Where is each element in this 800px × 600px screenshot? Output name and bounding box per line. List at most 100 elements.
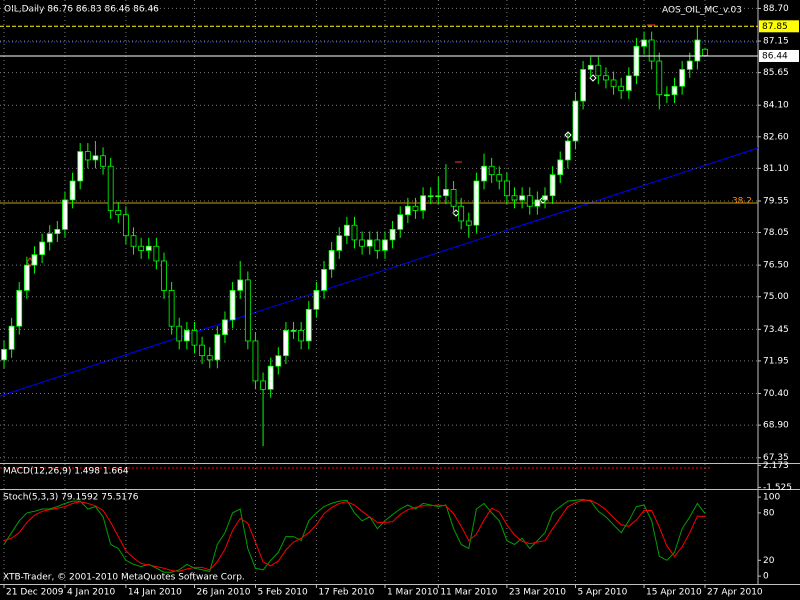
candle-body — [625, 75, 632, 91]
candle-body — [313, 290, 320, 310]
candle-body — [481, 165, 487, 182]
candle-body — [199, 344, 206, 357]
candle-body — [328, 250, 335, 270]
candle-body — [252, 340, 259, 382]
y-tick-label: 75.00 — [763, 292, 789, 302]
candle-body — [534, 199, 541, 207]
candle-body — [305, 308, 312, 342]
candle-body — [191, 330, 198, 346]
candle-body — [488, 165, 495, 176]
y-tick-label: 78.05 — [763, 228, 789, 238]
candle-body — [389, 228, 396, 241]
x-tick-label: 5 Feb 2010 — [257, 588, 308, 598]
y-tick-label: 81.10 — [763, 164, 789, 174]
candle-body — [206, 355, 213, 361]
price-label-box — [759, 20, 799, 33]
candle-body — [359, 239, 366, 247]
x-tick-label: 17 Feb 2010 — [318, 588, 374, 598]
x-tick-label: 21 Dec 2009 — [6, 588, 64, 598]
candle-body — [283, 330, 289, 357]
candle-body — [237, 279, 244, 291]
candle-body — [77, 151, 84, 182]
y-tick-label: 100 — [763, 493, 780, 503]
candle-body — [648, 39, 655, 62]
candle-body — [511, 195, 518, 201]
y-tick-label: 84.10 — [763, 101, 789, 111]
candle-body — [694, 39, 701, 62]
candle-body — [260, 380, 266, 390]
candle-body — [679, 69, 686, 87]
candle-body — [107, 165, 114, 211]
candle-body — [16, 290, 23, 327]
candle-body — [686, 60, 693, 70]
y-tick-label: -1.525 — [763, 483, 792, 493]
signal-markers — [26, 24, 655, 267]
candle-body — [656, 60, 663, 96]
candle-body — [458, 205, 465, 222]
candle-body — [92, 155, 99, 161]
candle-body — [275, 355, 282, 367]
candle-body — [580, 69, 586, 102]
candle-body — [503, 180, 510, 197]
candle-body — [351, 224, 358, 241]
x-tick-label: 4 Jan 2010 — [67, 588, 115, 598]
x-tick-label: 5 Apr 2010 — [577, 588, 627, 598]
candle-body — [572, 100, 579, 142]
candle-body — [46, 233, 53, 243]
stoch-line — [3, 499, 706, 572]
candle-body — [1, 348, 7, 361]
candle-body — [519, 195, 526, 201]
y-tick-label: 2.173 — [763, 461, 789, 471]
candle-body — [54, 228, 61, 235]
candle-body — [404, 205, 411, 216]
candle-body — [84, 151, 91, 161]
macd-title: MACD(12,26,9) 1.498 1.664 — [3, 467, 129, 477]
y-tick-label: 82.60 — [763, 132, 789, 142]
y-tick-label: 85.65 — [763, 68, 789, 78]
price-label-box — [759, 49, 799, 62]
candle-body — [671, 85, 678, 96]
x-tick-label: 14 Jan 2010 — [128, 588, 182, 598]
candle-body — [100, 155, 106, 167]
candle-body — [69, 180, 76, 201]
x-tick-label: 1 Mar 2010 — [387, 588, 439, 598]
candle-body — [549, 174, 556, 197]
candle-body — [526, 195, 533, 207]
candle-body — [641, 39, 647, 47]
candle-body — [183, 330, 190, 342]
candle-body — [62, 199, 68, 230]
candle-body — [145, 245, 152, 251]
price-label: 87.85 — [762, 22, 788, 32]
candle-body — [298, 330, 305, 342]
candle-body — [366, 239, 373, 247]
candle-body — [153, 245, 160, 262]
candle-body — [343, 224, 350, 237]
candle-body — [595, 64, 602, 77]
candle-body — [618, 85, 625, 91]
candle-body — [229, 290, 236, 321]
price-label: 86.44 — [762, 51, 788, 61]
candle-body — [23, 264, 30, 291]
candle-body — [702, 48, 708, 56]
candle-body — [465, 220, 472, 226]
y-tick-label: 80 — [763, 508, 775, 518]
candle-body — [427, 195, 434, 198]
candle-body — [161, 260, 167, 291]
candle-body — [168, 290, 175, 327]
candle-body — [603, 75, 609, 81]
candle-body — [123, 214, 129, 237]
y-tick-label: 70.40 — [763, 389, 789, 399]
y-tick-label: 87.15 — [763, 37, 789, 47]
candle-body — [130, 235, 137, 247]
candle-body — [267, 365, 274, 390]
candle-body — [435, 195, 442, 198]
candle-body — [473, 180, 480, 226]
x-tick-label: 15 Apr 2010 — [646, 588, 702, 598]
candle-body — [564, 140, 571, 161]
y-tick-label: 79.55 — [763, 196, 789, 206]
candle-body — [633, 45, 640, 77]
y-tick-label: 67.35 — [763, 453, 789, 463]
x-tick-label: 26 Jan 2010 — [196, 588, 250, 598]
marker — [564, 131, 572, 139]
